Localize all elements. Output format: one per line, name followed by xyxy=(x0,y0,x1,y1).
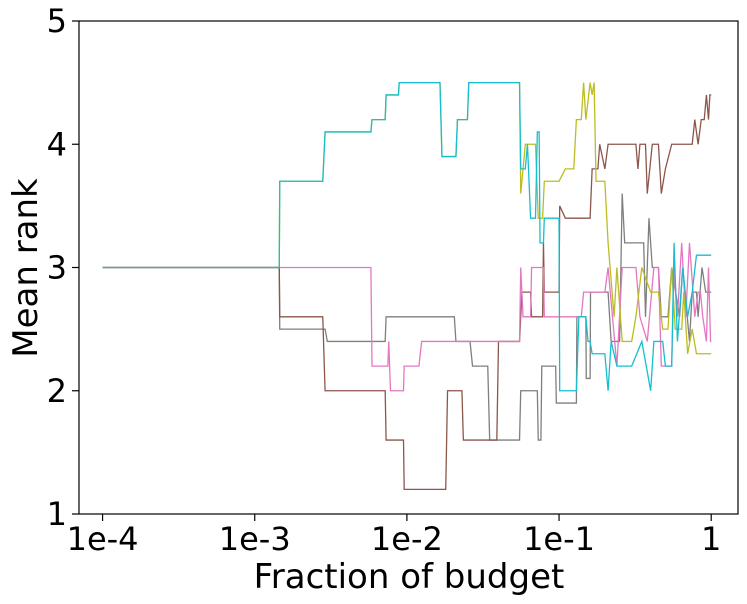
series-line-brown xyxy=(102,94,712,490)
plot-series xyxy=(102,81,712,490)
y-tick-label: 4 xyxy=(47,125,67,163)
y-axis-title: Mean rank xyxy=(6,178,46,358)
x-tick-label: 1e-4 xyxy=(67,520,139,558)
y-tick-label: 1 xyxy=(47,495,67,533)
x-axis: 1e-4 1e-3 1e-2 1e-1 1 xyxy=(67,514,721,558)
x-tick-label: 1e-2 xyxy=(371,520,443,558)
series-line-pink xyxy=(102,242,712,392)
y-tick-label: 5 xyxy=(47,2,67,40)
y-tick-label: 2 xyxy=(47,372,67,410)
y-axis: 1 2 3 4 5 xyxy=(47,2,79,533)
x-tick-label: 1e-1 xyxy=(523,520,595,558)
x-axis-title: Fraction of budget xyxy=(254,557,565,597)
y-tick-label: 3 xyxy=(47,249,67,287)
series-line-olive xyxy=(102,81,712,355)
x-tick-label: 1e-3 xyxy=(219,520,291,558)
series-line-cyan xyxy=(102,81,712,392)
x-tick-label: 1 xyxy=(701,520,721,558)
